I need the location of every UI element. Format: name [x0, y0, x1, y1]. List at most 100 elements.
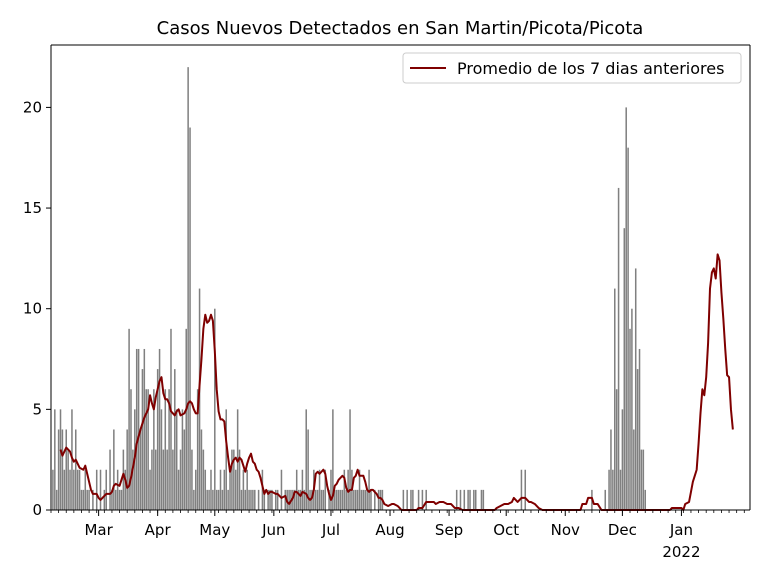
daily-bar	[52, 469, 54, 510]
daily-bar	[221, 489, 224, 510]
daily-bar	[139, 429, 142, 510]
daily-bar	[179, 449, 182, 510]
daily-bar	[402, 489, 405, 510]
moving-average-layer	[59, 253, 734, 511]
daily-bar	[374, 489, 376, 510]
daily-bar	[231, 449, 233, 510]
daily-bar	[244, 489, 247, 510]
daily-bar	[185, 328, 187, 510]
daily-bar	[105, 469, 107, 510]
daily-bar	[341, 489, 344, 510]
daily-bar	[229, 469, 231, 510]
daily-bar	[164, 389, 167, 510]
daily-bar	[145, 389, 147, 510]
x-tick-label: Jun	[261, 521, 285, 539]
x-tick-label: Mar	[84, 521, 113, 539]
daily-bar	[642, 449, 645, 510]
daily-bar	[92, 489, 94, 510]
daily-bar	[627, 147, 629, 510]
daily-bar	[135, 348, 138, 510]
daily-bar	[328, 489, 330, 510]
daily-bar	[358, 469, 361, 510]
legend: Promedio de los 7 dias anteriores	[402, 52, 742, 84]
daily-bar	[61, 429, 64, 510]
daily-bar	[177, 469, 180, 510]
daily-bar	[120, 489, 123, 510]
daily-bar	[99, 469, 102, 510]
daily-bar	[634, 268, 637, 510]
daily-bar	[362, 489, 365, 510]
daily-bar	[214, 308, 216, 510]
daily-bar	[215, 489, 218, 510]
daily-bar	[162, 449, 165, 510]
daily-bar	[425, 489, 427, 510]
x-tick-label: Sep	[435, 521, 463, 539]
daily-bar	[204, 469, 207, 510]
daily-bar	[640, 449, 643, 510]
daily-bar	[482, 489, 485, 510]
daily-bar	[240, 489, 243, 510]
daily-bar	[337, 489, 340, 510]
daily-bar	[463, 489, 466, 510]
daily-bar	[233, 449, 235, 510]
daily-bar	[174, 369, 176, 510]
axes: 0 5 10 15 20 Mar Apr May Jun Jul Aug Sep Oct Nov Dec Ja…	[23, 44, 751, 561]
daily-bar	[225, 409, 227, 510]
legend-label: Promedio de los 7 dias anteriores	[457, 59, 724, 78]
daily-bar	[86, 489, 88, 510]
daily-bar	[366, 489, 368, 510]
daily-bar	[305, 409, 307, 510]
daily-bar	[78, 469, 81, 510]
daily-bar	[82, 489, 85, 510]
daily-bar	[345, 489, 347, 510]
daily-bar	[324, 469, 327, 510]
daily-bar	[316, 489, 319, 510]
daily-bar	[67, 449, 69, 510]
daily-bar	[95, 469, 98, 510]
daily-bar	[455, 489, 458, 510]
daily-bar	[55, 489, 58, 510]
daily-bar	[610, 429, 612, 510]
daily-bar	[353, 489, 355, 510]
daily-bar	[295, 469, 298, 510]
daily-bar	[301, 469, 304, 510]
y-tick-label: 15	[23, 199, 42, 217]
daily-bar	[297, 489, 300, 510]
daily-bar	[292, 489, 294, 510]
x-tick-label: Jan	[669, 521, 693, 539]
daily-bar	[116, 469, 119, 510]
daily-bar	[76, 469, 79, 510]
daily-bar	[314, 489, 317, 510]
daily-bar	[212, 489, 214, 510]
daily-bar	[274, 489, 277, 510]
daily-bar	[59, 409, 62, 510]
daily-bar	[633, 429, 635, 510]
daily-bar	[122, 449, 125, 510]
daily-bar	[614, 288, 616, 510]
daily-bar	[219, 469, 222, 510]
daily-bar	[149, 469, 151, 510]
x-tick-label: Dec	[608, 521, 637, 539]
daily-bar	[206, 489, 208, 510]
daily-bar	[210, 469, 212, 510]
moving-average-line	[59, 253, 734, 511]
x-tick-label: Oct	[493, 521, 519, 539]
daily-bar	[364, 489, 367, 510]
daily-bar	[168, 389, 170, 510]
daily-bar	[158, 348, 161, 510]
x-tick-label: Nov	[551, 521, 580, 539]
daily-bar	[103, 489, 106, 510]
daily-bar	[615, 389, 618, 510]
x-tick-label: May	[199, 521, 230, 539]
daily-bar	[54, 409, 56, 510]
daily-bar	[335, 489, 338, 510]
daily-bar	[113, 429, 115, 510]
daily-bar	[248, 489, 250, 510]
daily-bar	[172, 449, 174, 510]
daily-bar	[360, 489, 363, 510]
daily-bar	[183, 429, 186, 510]
daily-bars	[52, 67, 646, 511]
daily-bar	[143, 348, 146, 510]
daily-bar	[520, 469, 523, 510]
daily-bar	[617, 187, 620, 511]
